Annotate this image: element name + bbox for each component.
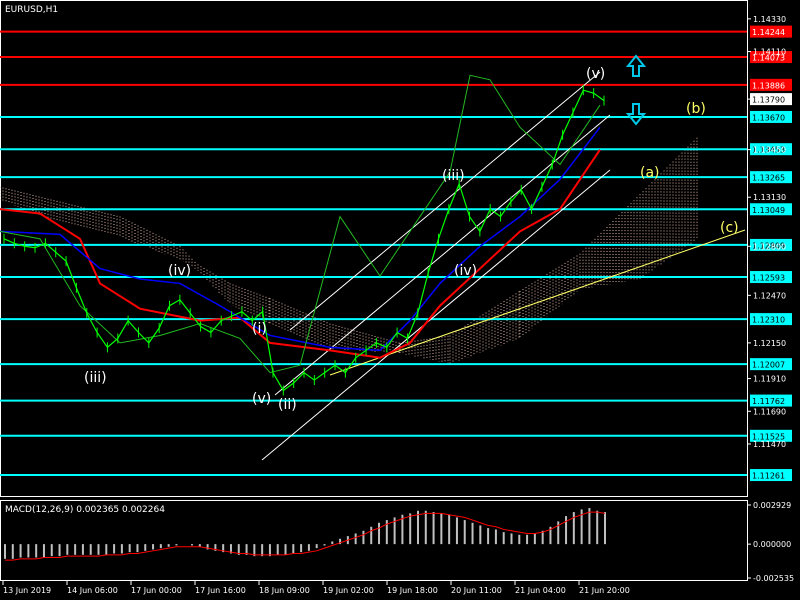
level-label-10: 1.12007 xyxy=(752,361,785,370)
time-tick-label: 19 Jun 02:00 xyxy=(323,586,374,595)
wave-label: (a) xyxy=(640,165,660,181)
direction-arrows xyxy=(625,54,647,126)
macd-tick-label: 0.002929 xyxy=(753,501,791,510)
level-tag-13 xyxy=(750,469,792,482)
wave-label: (c) xyxy=(720,220,739,236)
level-tag-8 xyxy=(750,271,792,284)
trend-channel xyxy=(261,71,746,461)
level-label-9: 1.12310 xyxy=(752,316,785,325)
price-series xyxy=(3,85,605,396)
macd-tick-label: -0.002535 xyxy=(753,574,794,583)
price-tick-label: 1.11910 xyxy=(753,375,786,384)
wave-label: (ii) xyxy=(278,397,297,413)
level-tag-5 xyxy=(750,171,792,184)
level-label-8: 1.12593 xyxy=(752,274,785,283)
wave-label: (iv) xyxy=(454,263,477,279)
channel-upper-line xyxy=(289,71,601,331)
level-label-1: 1.14073 xyxy=(752,54,785,63)
time-tick-label: 13 Jun 2019 xyxy=(3,586,51,595)
time-tick-label: 21 Jun 20:00 xyxy=(579,586,630,595)
macd-tick-label: 0.000000 xyxy=(753,540,791,549)
level-tag-1 xyxy=(750,51,792,64)
price-axis: 1.14330 1.14110 1.13790 1.13450 1.13130 1.128… xyxy=(747,15,792,449)
moving-averages xyxy=(0,74,601,374)
chart-title: EURUSD,H1 xyxy=(5,5,58,15)
level-label-5: 1.13265 xyxy=(752,174,785,183)
level-label-12: 1.11525 xyxy=(752,432,785,441)
channel-lower-line xyxy=(261,169,611,461)
macd-indicator: 0.002929 0.000000 -0.002535 xyxy=(4,501,794,583)
wave-label: (v) xyxy=(586,66,605,82)
level-tag-6 xyxy=(750,203,792,216)
level-tag-3 xyxy=(750,110,792,123)
time-tick-label: 17 Jun 00:00 xyxy=(131,586,182,595)
level-label-0: 1.14244 xyxy=(752,28,785,37)
time-axis: 13 Jun 2019 14 Jun 06:00 17 Jun 00:00 17 Ju… xyxy=(2,581,630,595)
level-tag-11 xyxy=(750,394,792,407)
time-tick-label: 19 Jun 18:00 xyxy=(387,586,438,595)
price-tick-label: 1.12470 xyxy=(753,291,786,300)
yellow-trendline xyxy=(329,229,746,376)
level-label-13: 1.11261 xyxy=(752,472,785,481)
level-label-6: 1.13049 xyxy=(752,206,785,215)
level-tag-7 xyxy=(750,238,792,251)
level-tag-9 xyxy=(750,313,792,326)
level-tag-12 xyxy=(750,429,792,442)
price-tick-label: 1.12800 xyxy=(753,242,786,251)
wave-labels: (iii) (iv) (i) (v) (ii) (iii) (iv) (v) (a) (b) (c) xyxy=(84,66,739,413)
level-label-4: 1.13453 xyxy=(752,146,785,155)
price-tick-label: 1.14110 xyxy=(753,48,786,57)
wave-label: (iii) xyxy=(442,168,465,184)
time-tick-label: 14 Jun 06:00 xyxy=(67,586,118,595)
level-tag-4 xyxy=(750,143,792,156)
price-tick-label: 1.14330 xyxy=(753,15,786,24)
wave-label: (iv) xyxy=(168,263,191,279)
level-label-7: 1.12809 xyxy=(752,241,785,250)
price-tick-label: 1.13450 xyxy=(753,146,786,155)
up-arrow-icon xyxy=(625,54,647,77)
current-price-tag xyxy=(750,93,792,106)
time-tick-label: 20 Jun 11:00 xyxy=(451,586,502,595)
macd-signal-line xyxy=(5,511,606,561)
level-label-2: 1.13886 xyxy=(752,81,785,90)
level-tag-10 xyxy=(750,358,792,371)
price-tick-label: 1.12150 xyxy=(753,339,786,348)
ma-blue-line xyxy=(0,126,601,352)
horizontal-levels: 1.14244 1.14073 1.13886 1.13670 1.13453 1.132… xyxy=(0,25,792,482)
time-tick-label: 18 Jun 09:00 xyxy=(259,586,310,595)
ma-red-line xyxy=(0,149,601,359)
level-tag-0 xyxy=(750,25,792,38)
level-label-3: 1.13670 xyxy=(752,113,785,122)
macd-pane[interactable] xyxy=(0,500,748,581)
time-tick-label: 21 Jun 04:00 xyxy=(515,586,566,595)
macd-title: MACD(12,26,9) 0.002365 0.002264 xyxy=(5,505,165,515)
channel-middle-line xyxy=(274,114,611,396)
level-tag-2 xyxy=(750,78,792,91)
price-tick-label: 1.11690 xyxy=(753,407,786,416)
price-pane[interactable] xyxy=(0,0,748,497)
price-tick-label: 1.11470 xyxy=(753,440,786,449)
wave-label: (v) xyxy=(252,391,271,407)
price-tick-label: 1.13130 xyxy=(753,193,786,202)
level-label-11: 1.11762 xyxy=(752,397,785,406)
down-arrow-icon xyxy=(625,103,647,126)
time-tick-label: 17 Jun 16:00 xyxy=(195,586,246,595)
wave-label: (i) xyxy=(252,321,267,337)
current-price-label: 1.13790 xyxy=(752,96,785,105)
wave-label: (iii) xyxy=(84,370,107,386)
ma-green-line xyxy=(0,74,601,374)
wave-label: (b) xyxy=(686,101,706,117)
